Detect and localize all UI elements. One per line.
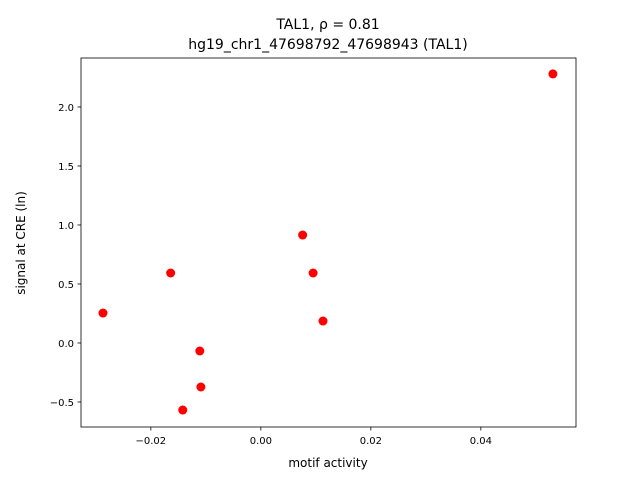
- chart-title: TAL1, ρ = 0.81: [275, 17, 379, 33]
- y-tick-label: −0.5: [50, 398, 74, 409]
- point: [98, 308, 108, 318]
- point: [298, 230, 308, 240]
- y-axis-label: signal at CRE (ln): [14, 191, 28, 295]
- x-tick-label: −0.02: [136, 436, 167, 447]
- point: [318, 316, 328, 326]
- y-tick-label: 0.0: [58, 339, 74, 350]
- y-tick-label: 1.5: [58, 162, 74, 173]
- chart-subtitle: hg19_chr1_47698792_47698943 (TAL1): [188, 37, 467, 53]
- point: [195, 346, 205, 356]
- point: [178, 405, 188, 415]
- point: [548, 69, 558, 79]
- y-tick-label: 1.0: [58, 221, 74, 232]
- point: [166, 268, 176, 278]
- x-tick-label: 0.00: [250, 436, 272, 447]
- y-tick-label: 2.0: [58, 103, 74, 114]
- x-tick-label: 0.02: [360, 436, 382, 447]
- point: [196, 382, 206, 392]
- point: [308, 268, 318, 278]
- plot-frame: [80, 57, 577, 428]
- y-tick-label: 0.5: [58, 280, 74, 291]
- x-axis-label: motif activity: [288, 456, 367, 470]
- x-tick-label: 0.04: [470, 436, 492, 447]
